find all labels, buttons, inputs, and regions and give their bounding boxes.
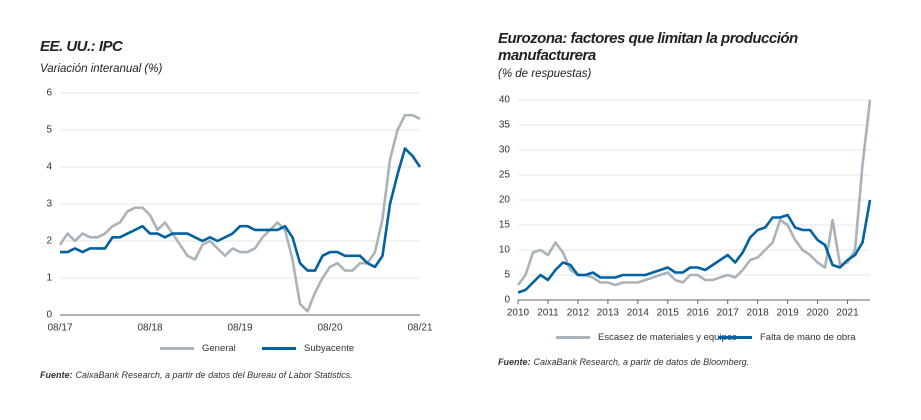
chart-subtitle: Variación interanual (%) [40, 63, 163, 75]
legend-swatch [556, 336, 590, 339]
x-tick-label: 08/17 [47, 323, 72, 334]
x-tick-label: 2013 [597, 308, 620, 319]
source: Fuente: CaixaBank Research, a partir de d… [498, 357, 749, 367]
y-tick-label: 0 [504, 295, 510, 306]
series-line [58, 113, 421, 313]
x-tick-label: 2020 [806, 308, 829, 319]
x-tick-label: 2021 [836, 308, 859, 319]
source-text: CaixaBank Research, a partir de datos de… [533, 357, 750, 367]
chart-title: EE. UU.: IPC [40, 38, 123, 55]
y-tick-label: 3 [46, 199, 52, 210]
x-tick-label: 08/19 [227, 323, 252, 334]
legend-item: Subyacente [262, 343, 354, 354]
y-tick-label: 5 [46, 125, 52, 136]
x-tick-label: 2012 [567, 308, 590, 319]
source-label: Fuente: [498, 357, 531, 367]
legend-label: Subyacente [304, 343, 355, 354]
legend-swatch [160, 347, 194, 350]
y-tick-label: 30 [499, 145, 511, 156]
legend-swatch [262, 347, 296, 350]
y-tick-label: 20 [499, 195, 511, 206]
x-tick-label: 08/18 [137, 323, 162, 334]
series-line [60, 147, 422, 272]
source-text: CaixaBank Research, a partir de datos de… [75, 370, 353, 380]
y-tick-label: 40 [499, 95, 511, 106]
legend-item: Escasez de materiales y equipos [556, 332, 737, 343]
x-tick-label: 08/20 [317, 323, 342, 334]
y-tick-label: 2 [46, 236, 52, 247]
y-tick-label: 15 [499, 220, 511, 231]
legend-item: General [160, 343, 236, 354]
y-tick-label: 35 [499, 120, 511, 131]
series-line [517, 199, 872, 294]
legend-label: Escasez de materiales y equipos [598, 332, 737, 343]
legend-label: General [202, 343, 236, 354]
y-tick-label: 6 [46, 88, 52, 99]
x-tick-label: 2015 [657, 308, 680, 319]
y-tick-label: 0 [46, 310, 52, 321]
y-tick-label: 4 [46, 162, 52, 173]
chart-subtitle: (% de respuestas) [498, 68, 592, 80]
legend-swatch [718, 336, 752, 339]
chart-title: Eurozona: factores que limitan la produc… [498, 30, 798, 64]
y-tick-label: 5 [504, 270, 510, 281]
y-tick-label: 1 [46, 273, 52, 284]
x-tick-label: 2010 [507, 308, 530, 319]
x-tick-label: 2016 [687, 308, 710, 319]
x-tick-label: 2017 [717, 308, 740, 319]
y-tick-label: 10 [499, 245, 511, 256]
legend-label: Falta de mano de obra [760, 332, 856, 343]
x-tick-label: 2011 [537, 308, 559, 319]
x-tick-label: 08/21 [407, 323, 432, 334]
source-label: Fuente: [40, 370, 73, 380]
x-tick-label: 2019 [776, 308, 799, 319]
y-tick-label: 25 [499, 170, 511, 181]
series-line [516, 99, 872, 287]
source: Fuente: CaixaBank Research, a partir de d… [40, 370, 353, 380]
legend-item: Falta de mano de obra [718, 332, 856, 343]
x-tick-label: 2014 [627, 308, 650, 319]
x-tick-label: 2018 [747, 308, 770, 319]
